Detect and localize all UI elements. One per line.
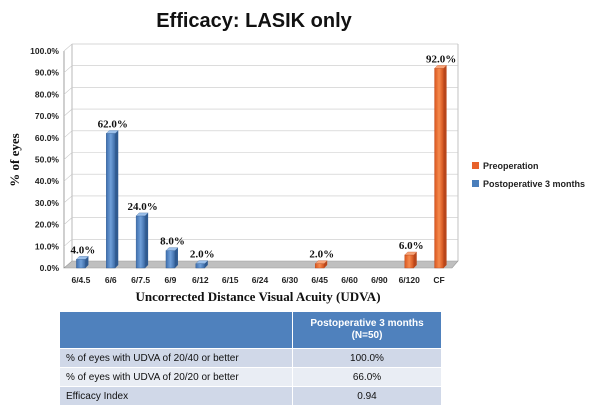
- y-tick-label: 80.0%: [35, 89, 60, 99]
- y-axis-ticks: 0.0% 10.0% 20.0% 30.0% 40.0% 50.0% 60.0% 70.0% 8…: [30, 46, 59, 273]
- legend-item-postoperative: Postoperative 3 months: [472, 179, 585, 189]
- x-tick-label: 6/7.5: [131, 275, 150, 285]
- bar: [135, 212, 149, 269]
- grid-line: [63, 130, 458, 139]
- y-tick-label: 70.0%: [35, 111, 60, 121]
- legend: Preoperation Postoperative 3 months: [472, 161, 585, 189]
- x-tick-label: 6/30: [282, 275, 299, 285]
- efficacy-table: Postoperative 3 months (N=50) % of eyes …: [59, 311, 442, 406]
- legend-swatch-preoperation: [472, 162, 479, 169]
- bar: [434, 65, 447, 269]
- data-label: 8.0%: [160, 236, 185, 248]
- data-label: 92.0%: [426, 53, 456, 65]
- x-tick-label: 6/45: [311, 275, 328, 285]
- x-axis-ticks: 6/4.5 6/6 6/7.5 6/9 6/12 6/15 6/24 6/30 6/45 6/60…: [71, 275, 444, 285]
- grid-line: [63, 152, 458, 160]
- efficacy-chart: Efficacy: LASIK only 0.0% 10.0% 20.0% 30.0%…: [7, 10, 585, 304]
- grid-line: [63, 65, 458, 73]
- table-row-value: 100.0%: [292, 348, 442, 368]
- x-tick-label: 6/4.5: [71, 275, 90, 285]
- bar: [314, 260, 328, 269]
- data-label: 2.0%: [190, 249, 215, 261]
- chart-title: Efficacy: LASIK only: [156, 10, 352, 32]
- y-tick-label: 100.0%: [30, 46, 59, 56]
- y-tick-label: 10.0%: [35, 241, 60, 251]
- grid-line: [63, 43, 458, 52]
- grid-line: [63, 239, 458, 247]
- table-header-empty: [59, 311, 293, 349]
- grid-line: [63, 217, 458, 225]
- legend-label-preoperation: Preoperation: [483, 161, 539, 171]
- y-tick-label: 0.0%: [40, 263, 60, 273]
- grid-line: [63, 87, 458, 95]
- grid-line: [63, 108, 458, 117]
- y-tick-label: 20.0%: [35, 220, 60, 230]
- legend-item-preoperation: Preoperation: [472, 161, 539, 171]
- data-labels: 2.0% 6.0% 92.0% 4.0% 62.0% 24.0% 8.0% 2.0%: [71, 53, 457, 260]
- x-tick-label: CF: [433, 275, 444, 285]
- data-label: 24.0%: [127, 201, 157, 213]
- x-tick-label: 6/9: [165, 275, 177, 285]
- x-tick-label: 6/60: [341, 275, 358, 285]
- data-label: 4.0%: [71, 244, 96, 256]
- table-row-label: % of eyes with UDVA of 20/40 or better: [59, 348, 293, 368]
- bar: [404, 251, 418, 269]
- y-tick-label: 90.0%: [35, 68, 60, 78]
- x-tick-label: 6/120: [399, 275, 421, 285]
- table-header-line2: (N=50): [351, 330, 383, 341]
- plot-frame: [63, 43, 459, 269]
- table-row-value: 0.94: [292, 386, 442, 406]
- table-header-line1: Postoperative 3 months: [310, 318, 424, 329]
- x-axis-label: Uncorrected Distance Visual Acuity (UDVA…: [135, 289, 380, 304]
- x-tick-label: 6/12: [192, 275, 209, 285]
- table-row-label: % of eyes with UDVA of 20/20 or better: [59, 367, 293, 387]
- legend-swatch-postoperative: [472, 180, 479, 187]
- table-header-postop: Postoperative 3 months (N=50): [292, 311, 442, 349]
- y-axis-label: % of eyes: [7, 133, 22, 186]
- x-tick-label: 6/15: [222, 275, 239, 285]
- table-header-row: Postoperative 3 months (N=50): [59, 311, 442, 349]
- y-tick-label: 40.0%: [35, 176, 60, 186]
- x-tick-label: 6/6: [105, 275, 117, 285]
- bar: [76, 256, 89, 269]
- bar: [195, 260, 209, 269]
- data-label: 6.0%: [399, 240, 424, 252]
- bar: [165, 247, 179, 269]
- table-row: % of eyes with UDVA of 20/20 or better 6…: [59, 367, 442, 387]
- x-tick-label: 6/24: [252, 275, 269, 285]
- bar: [105, 130, 119, 269]
- table-row: % of eyes with UDVA of 20/40 or better 1…: [59, 348, 442, 368]
- table-row-value: 66.0%: [292, 367, 442, 387]
- bars: [76, 65, 447, 269]
- table-row: Efficacy Index 0.94: [59, 386, 442, 406]
- x-tick-label: 6/90: [371, 275, 388, 285]
- grid-line: [63, 173, 458, 182]
- data-label: 2.0%: [309, 249, 334, 261]
- grid-line: [63, 195, 458, 204]
- y-tick-label: 50.0%: [35, 155, 60, 165]
- legend-label-postoperative: Postoperative 3 months: [483, 179, 585, 189]
- data-label: 62.0%: [98, 118, 128, 130]
- y-tick-label: 30.0%: [35, 198, 60, 208]
- table-row-label: Efficacy Index: [59, 386, 293, 406]
- y-tick-label: 60.0%: [35, 133, 60, 143]
- grid-lines: [63, 43, 458, 247]
